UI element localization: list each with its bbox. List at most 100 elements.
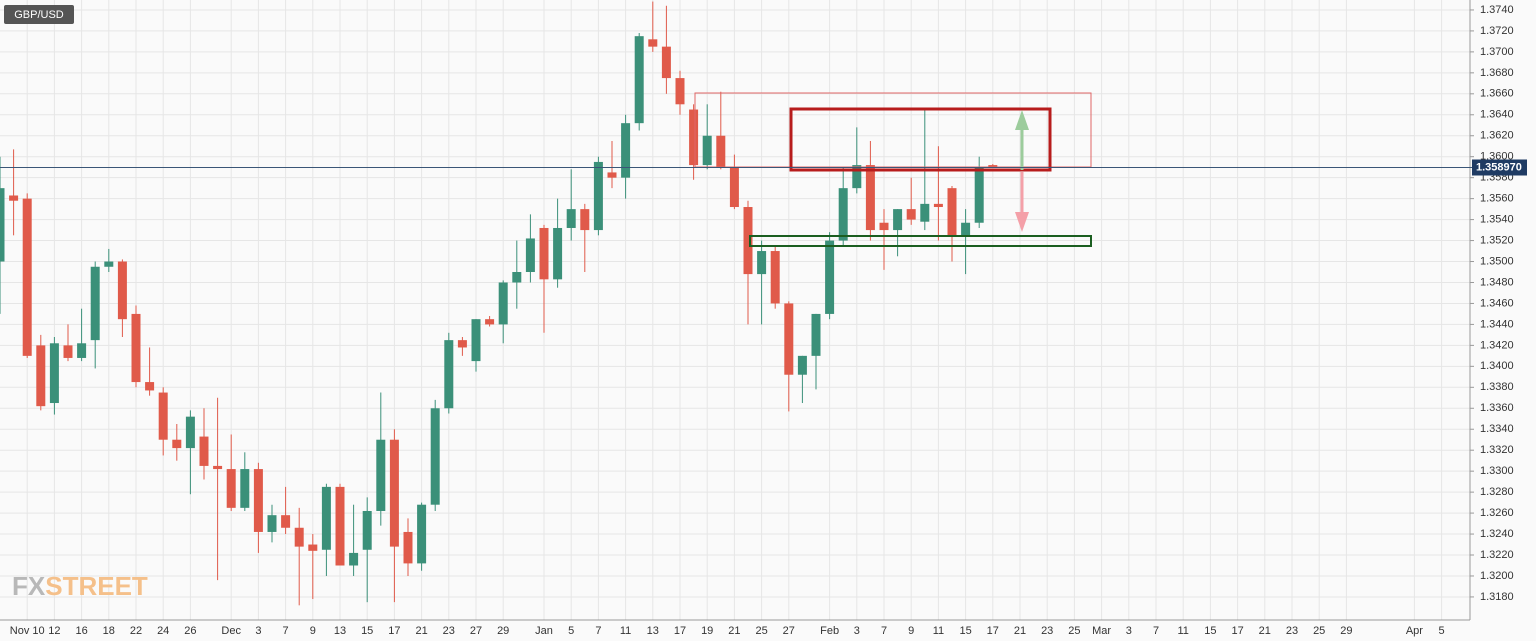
x-tick-label: 15 [959,625,971,637]
x-tick-label: 25 [1068,625,1080,637]
candle-body [811,313,821,356]
watermark-street: STREET [45,571,148,601]
x-tick-label: 21 [728,625,740,637]
y-tick-label: 1.3360 [1480,402,1514,414]
candle-body [988,165,998,168]
candle-body [145,382,155,391]
candle-body [308,544,318,551]
last-price-label: 1.358970 [1476,161,1522,173]
x-tick-label: 7 [595,625,601,637]
candle-body [9,195,19,201]
candle-body [784,303,794,375]
candle-body [757,251,767,275]
candle-body [199,436,209,466]
x-tick-label: 29 [1340,625,1352,637]
candle-body [580,209,590,231]
x-tick-label: 17 [987,625,999,637]
x-tick-label: 19 [701,625,713,637]
y-tick-label: 1.3640 [1480,109,1514,121]
x-tick-label: 11 [1177,625,1188,637]
candle-body [961,222,971,236]
x-tick-label: Mar [1092,625,1111,637]
y-tick-label: 1.3480 [1480,276,1514,288]
candle-body [716,135,726,168]
x-tick-label: 3 [854,625,860,637]
candle-body [648,39,658,47]
candle-body [403,531,413,564]
candle-body [607,172,617,178]
candle-body [512,272,522,283]
x-tick-label: 25 [1313,625,1325,637]
candle-body [893,209,903,231]
candle-body [131,313,141,383]
candle-body [294,527,304,547]
y-tick-label: 1.3420 [1480,339,1514,351]
x-tick-label: 21 [1259,625,1271,637]
y-tick-label: 1.3620 [1480,130,1514,142]
candle-body [675,78,685,105]
last-price-box [1472,159,1527,176]
x-tick-label: 11 [933,625,944,637]
y-tick-label: 1.3320 [1480,444,1514,456]
x-tick-label: 21 [415,625,427,637]
candle-body [185,416,195,449]
candle-body [825,240,835,314]
candle-body [22,198,32,356]
symbol-badge [4,5,74,24]
candle-body [702,135,712,166]
y-tick-label: 1.3540 [1480,214,1514,226]
candle-body [689,109,699,166]
x-tick-label: Dec [221,625,241,637]
x-tick-label: 18 [103,625,115,637]
y-tick-label: 1.3200 [1480,570,1514,582]
candle-body [172,439,182,449]
x-tick-label: 3 [255,625,261,637]
y-tick-label: 1.3180 [1480,591,1514,603]
candle-body [158,392,168,440]
y-tick-label: 1.3520 [1480,234,1514,246]
candle-body [362,510,372,550]
candle-body [226,469,236,508]
x-tick-label: 15 [1204,625,1216,637]
x-tick-label: 13 [647,625,659,637]
y-tick-label: 1.3220 [1480,549,1514,561]
candle-body [0,188,5,262]
candle-body [104,261,114,267]
y-tick-label: 1.3280 [1480,486,1514,498]
candle-body [77,343,87,358]
candle-body [852,165,862,189]
x-tick-label: 7 [881,625,887,637]
candle-body [743,207,753,275]
candle-body [117,261,127,320]
x-tick-label: 17 [674,625,686,637]
candle-body [457,340,467,348]
candle-body [634,36,644,124]
x-tick-label: 9 [310,625,316,637]
x-tick-label: 24 [157,625,169,637]
support-box [749,235,1092,247]
candle-body [281,515,291,528]
y-tick-label: 1.3700 [1480,46,1514,58]
candle-body [879,222,889,231]
candle-body [376,439,386,511]
axes: 1.3180 1.3200 1.3220 1.3240 1.3260 1.3280 1.33… [0,0,1514,637]
candle-body [865,165,875,231]
candles [0,1,998,606]
candle-body [444,340,454,409]
up-arrow-head [1015,110,1029,130]
y-tick-label: 1.3300 [1480,465,1514,477]
candle-body [593,161,603,231]
x-tick-label: 5 [568,625,574,637]
x-tick-label: 17 [388,625,400,637]
x-tick-label: 27 [783,625,795,637]
y-tick-label: 1.3500 [1480,255,1514,267]
x-tick-label: 13 [334,625,346,637]
x-tick-label: Feb [820,625,839,637]
x-tick-label: 9 [908,625,914,637]
candle-body [539,227,549,280]
x-tick-label: 23 [1041,625,1053,637]
x-tick-label: 12 [48,625,60,637]
x-tick-label: 17 [1231,625,1243,637]
